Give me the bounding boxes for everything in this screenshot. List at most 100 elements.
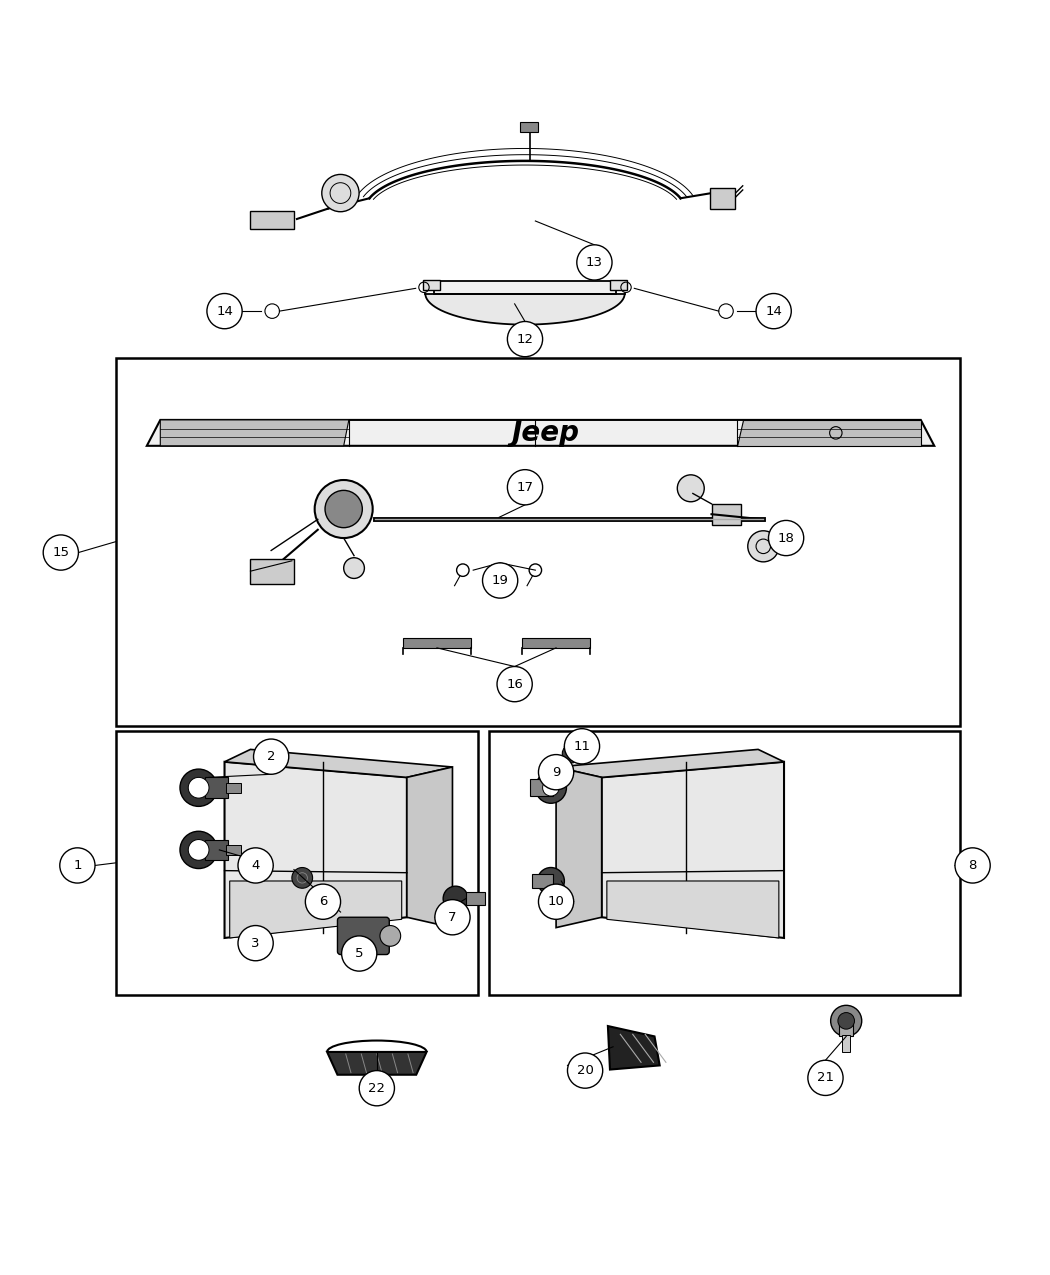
Circle shape	[838, 1012, 855, 1029]
Circle shape	[756, 293, 792, 329]
Polygon shape	[602, 762, 784, 938]
Bar	[839, 1020, 854, 1037]
Circle shape	[564, 729, 600, 764]
Circle shape	[507, 469, 543, 505]
Text: Jeep: Jeep	[511, 419, 580, 446]
Polygon shape	[608, 1026, 659, 1070]
Bar	[116, 731, 479, 994]
Bar	[842, 1035, 850, 1052]
Text: 6: 6	[319, 895, 328, 908]
Text: 1: 1	[74, 859, 82, 872]
Text: 9: 9	[552, 766, 561, 779]
Polygon shape	[737, 419, 921, 446]
Circle shape	[483, 562, 518, 598]
Circle shape	[536, 773, 566, 803]
Text: 20: 20	[576, 1065, 593, 1077]
Circle shape	[380, 926, 401, 946]
Text: 10: 10	[548, 895, 565, 908]
Text: 21: 21	[817, 1071, 834, 1084]
Bar	[610, 280, 627, 291]
Circle shape	[443, 886, 468, 912]
Text: 2: 2	[267, 750, 275, 764]
Text: 5: 5	[355, 947, 363, 960]
Circle shape	[253, 740, 289, 774]
Bar	[423, 280, 440, 291]
Text: 11: 11	[573, 740, 590, 752]
Circle shape	[359, 1071, 395, 1105]
Circle shape	[43, 536, 79, 570]
FancyBboxPatch shape	[337, 917, 390, 955]
Circle shape	[748, 530, 779, 562]
Circle shape	[567, 1053, 603, 1088]
Text: 19: 19	[491, 574, 508, 586]
Polygon shape	[556, 768, 602, 928]
Text: 16: 16	[506, 677, 523, 691]
Polygon shape	[328, 1052, 426, 1075]
Circle shape	[180, 769, 217, 806]
Circle shape	[956, 848, 990, 884]
Polygon shape	[225, 762, 407, 938]
Bar	[520, 121, 539, 131]
Circle shape	[538, 867, 564, 895]
Bar	[251, 558, 294, 584]
Bar	[205, 839, 228, 861]
Circle shape	[292, 867, 313, 889]
Text: 3: 3	[251, 937, 259, 950]
Text: 14: 14	[765, 305, 782, 317]
Circle shape	[60, 848, 94, 884]
Circle shape	[341, 936, 377, 972]
Text: 13: 13	[586, 256, 603, 269]
Bar	[710, 187, 735, 209]
Circle shape	[306, 884, 340, 919]
Circle shape	[188, 778, 209, 798]
Circle shape	[576, 245, 612, 280]
Text: 15: 15	[52, 546, 69, 558]
Circle shape	[563, 745, 581, 762]
Circle shape	[343, 557, 364, 579]
Polygon shape	[161, 419, 349, 446]
Bar	[466, 892, 485, 905]
Circle shape	[188, 839, 209, 861]
Bar	[435, 280, 615, 293]
Text: 7: 7	[448, 910, 457, 924]
Circle shape	[238, 848, 273, 884]
Bar	[712, 504, 740, 524]
Text: 22: 22	[369, 1081, 385, 1095]
Circle shape	[539, 755, 573, 789]
Text: 14: 14	[216, 305, 233, 317]
Bar	[226, 845, 242, 856]
Circle shape	[507, 321, 543, 357]
Circle shape	[326, 491, 362, 528]
Circle shape	[180, 831, 217, 868]
Bar	[488, 731, 960, 994]
Circle shape	[207, 293, 243, 329]
Text: 18: 18	[778, 532, 795, 544]
Polygon shape	[225, 750, 453, 778]
Polygon shape	[230, 881, 402, 938]
Bar	[205, 778, 228, 798]
Polygon shape	[556, 750, 784, 778]
Text: 4: 4	[251, 859, 259, 872]
Circle shape	[831, 1005, 862, 1037]
Bar	[250, 210, 294, 229]
Circle shape	[315, 479, 373, 538]
Circle shape	[435, 900, 470, 935]
Polygon shape	[607, 881, 779, 938]
Text: 8: 8	[968, 859, 976, 872]
Circle shape	[769, 520, 803, 556]
Circle shape	[677, 474, 705, 502]
Bar	[226, 783, 242, 793]
Text: 17: 17	[517, 481, 533, 493]
Bar	[116, 358, 960, 725]
Bar	[522, 638, 590, 648]
Bar	[530, 779, 553, 796]
Polygon shape	[147, 419, 934, 446]
Bar	[403, 638, 471, 648]
Circle shape	[543, 779, 560, 796]
Circle shape	[497, 667, 532, 701]
Circle shape	[321, 175, 359, 212]
Circle shape	[807, 1061, 843, 1095]
Bar	[532, 873, 553, 889]
Circle shape	[539, 884, 573, 919]
Text: 12: 12	[517, 333, 533, 346]
